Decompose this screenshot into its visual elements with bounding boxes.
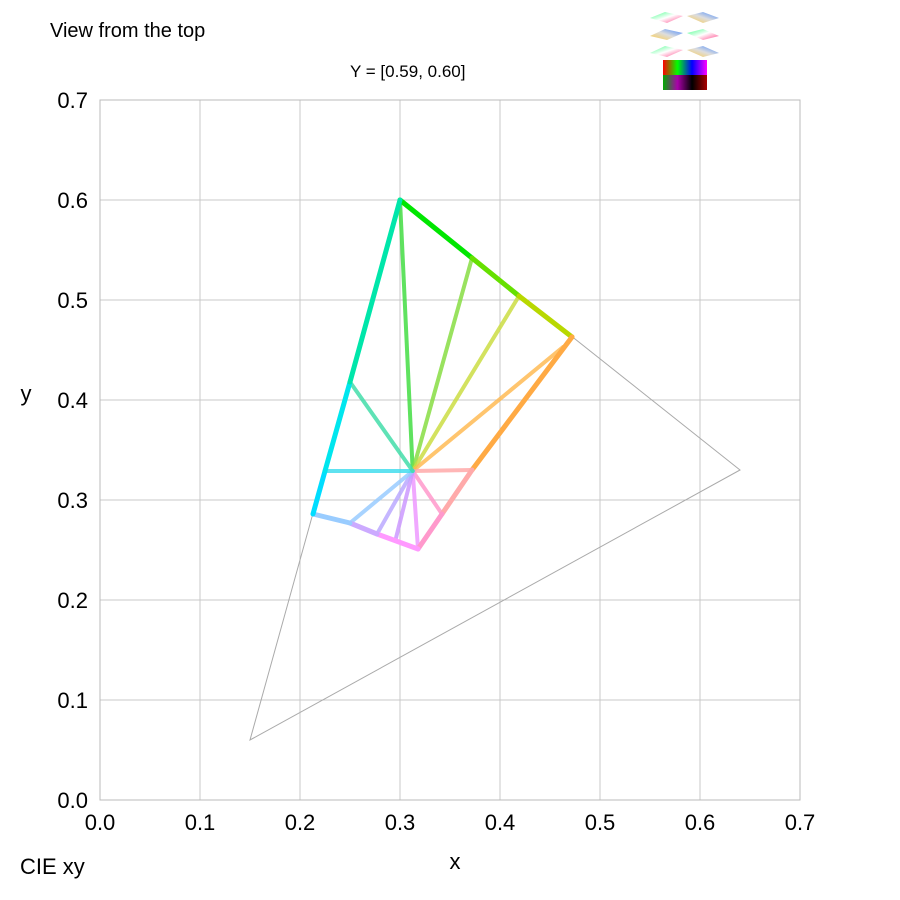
view-title: View from the top xyxy=(50,20,206,42)
spoke-line xyxy=(410,469,420,551)
x-tick-labels: 0.0 0.1 0.2 0.3 0.4 0.5 0.6 0.7 xyxy=(85,810,816,835)
slice-boundary-segment xyxy=(374,531,421,552)
y-tick-label: 0.5 xyxy=(57,288,88,313)
slice-boundary-segment xyxy=(469,255,522,299)
spoke-line xyxy=(410,256,474,473)
color-slices-thumbnail-icon[interactable] xyxy=(645,10,725,92)
spoke-line xyxy=(348,469,415,525)
x-tick-label: 0.6 xyxy=(685,810,716,835)
y-tick-label: 0.6 xyxy=(57,188,88,213)
spoke-line xyxy=(410,294,521,473)
x-tick-label: 0.1 xyxy=(185,810,216,835)
spokes-layer xyxy=(323,198,565,551)
spoke-line xyxy=(410,468,474,473)
plot-frame xyxy=(99,99,801,801)
spoke-line xyxy=(348,380,415,473)
slice-boundary-segment xyxy=(347,520,380,537)
slice-boundary-segment xyxy=(322,379,353,474)
x-tick-label: 0.3 xyxy=(385,810,416,835)
spoke-line xyxy=(410,469,444,516)
slice-boundary-segment xyxy=(415,511,445,552)
x-tick-label: 0.5 xyxy=(585,810,616,835)
x-tick-label: 0.2 xyxy=(285,810,316,835)
slice-boundary-segment xyxy=(469,334,575,473)
slice-boundary-segment xyxy=(516,293,575,340)
slice-boundary-segment xyxy=(347,197,403,385)
spoke-line xyxy=(398,198,415,473)
y-tick-label: 0.3 xyxy=(57,488,88,513)
grid xyxy=(99,99,801,801)
slice-boundary-segment xyxy=(310,511,353,526)
spoke-line xyxy=(394,469,415,540)
x-tick-label: 0.0 xyxy=(85,810,116,835)
slice-subtitle: Y = [0.59, 0.60] xyxy=(350,62,466,81)
slice-boundary-segment xyxy=(439,467,475,517)
x-tick-label: 0.4 xyxy=(485,810,516,835)
y-tick-label: 0.7 xyxy=(57,88,88,113)
spoke-line xyxy=(375,469,415,536)
color-space-label: CIE xy xyxy=(20,854,85,879)
y-tick-label: 0.0 xyxy=(57,788,88,813)
y-axis-label: y xyxy=(21,381,32,406)
slice-boundary-layer xyxy=(310,197,575,552)
slice-boundary-segment xyxy=(397,197,475,261)
x-tick-label: 0.7 xyxy=(785,810,816,835)
y-tick-label: 0.1 xyxy=(57,688,88,713)
y-tick-labels: 0.0 0.1 0.2 0.3 0.4 0.5 0.6 0.7 xyxy=(57,88,88,813)
y-tick-label: 0.2 xyxy=(57,588,88,613)
x-axis-label: x xyxy=(450,849,461,874)
slice-boundary-segment xyxy=(310,468,328,517)
spoke-line xyxy=(410,345,565,473)
y-tick-label: 0.4 xyxy=(57,388,88,413)
